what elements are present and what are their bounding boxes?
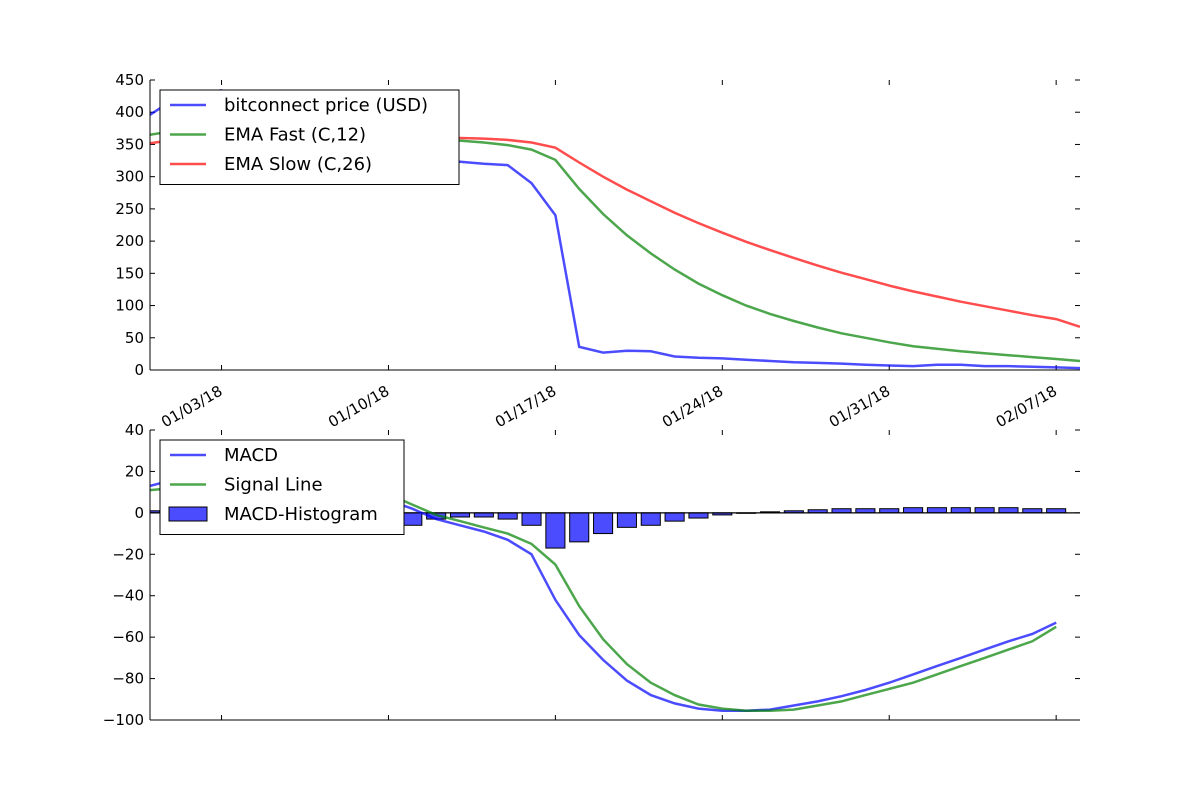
price-chart: 0 50 100 150 200 250 300 350 400 450 01/03/18 01/10… — [115, 71, 1080, 431]
legend-label: MACD — [224, 445, 278, 466]
y-tick-label: 400 — [115, 103, 144, 121]
histogram-bar — [831, 508, 852, 514]
x-tick-label: 01/31/18 — [826, 382, 893, 431]
legend-swatch — [168, 506, 208, 522]
legend-label: EMA Fast (C,12) — [224, 125, 366, 146]
legend-box — [159, 89, 460, 185]
y-tick-label: 0 — [134, 361, 144, 379]
histogram-bar — [521, 512, 542, 526]
y-tick-label: −20 — [112, 545, 144, 563]
histogram-bar — [449, 512, 471, 518]
legend-label: bitconnect price (USD) — [224, 95, 428, 116]
y-tick-label: 40 — [125, 421, 144, 439]
histogram-bar — [402, 512, 423, 526]
y-tick-label: −60 — [112, 628, 144, 646]
y-tick-label: −40 — [112, 587, 144, 605]
histogram-bar — [950, 507, 971, 514]
histogram-bar — [855, 508, 876, 514]
legend: bitconnect price (USD) EMA Fast (C,12) EMA… — [159, 89, 460, 185]
histogram-bar — [688, 512, 709, 519]
legend-label: Signal Line — [224, 475, 323, 496]
x-tick-label: 02/07/18 — [993, 382, 1060, 431]
histogram-bar — [974, 507, 995, 514]
y-tick-label: 200 — [115, 232, 144, 250]
histogram-bar — [593, 512, 614, 535]
y-tick-label: 50 — [125, 329, 144, 347]
y-tick-label: 100 — [115, 297, 144, 315]
y-tick-label: 350 — [115, 135, 144, 153]
y-tick-label: 20 — [125, 462, 144, 480]
histogram-bar — [664, 512, 685, 522]
histogram-bar — [640, 512, 661, 526]
x-tick-label: 01/17/18 — [492, 382, 559, 431]
histogram-bar — [1046, 508, 1067, 514]
histogram-bar — [998, 507, 1019, 514]
histogram-bar — [545, 512, 566, 549]
legend: MACD Signal Line MACD-Histogram — [159, 439, 405, 535]
histogram-bar — [1022, 508, 1043, 514]
histogram-bar — [879, 508, 900, 514]
histogram-bar — [903, 507, 924, 514]
histogram-bar — [473, 512, 494, 518]
y-tick-label: 450 — [115, 71, 144, 89]
y-tick-label: 150 — [115, 264, 144, 282]
y-tick-label: −80 — [112, 670, 144, 688]
legend-label: EMA Slow (C,26) — [224, 154, 372, 175]
y-tick-label: 0 — [134, 504, 144, 522]
histogram-bar — [616, 512, 637, 528]
histogram-bar — [926, 507, 947, 514]
x-tick-label: 01/24/18 — [659, 382, 726, 431]
x-tick-label: 01/03/18 — [158, 382, 225, 431]
histogram-bar — [497, 512, 518, 520]
legend-label: MACD-Histogram — [224, 504, 378, 525]
x-tick-label: 01/10/18 — [325, 382, 392, 431]
y-tick-label: 300 — [115, 168, 144, 186]
y-tick-label: 250 — [115, 200, 144, 218]
histogram-bar — [569, 512, 590, 543]
y-tick-label: −100 — [103, 711, 144, 729]
